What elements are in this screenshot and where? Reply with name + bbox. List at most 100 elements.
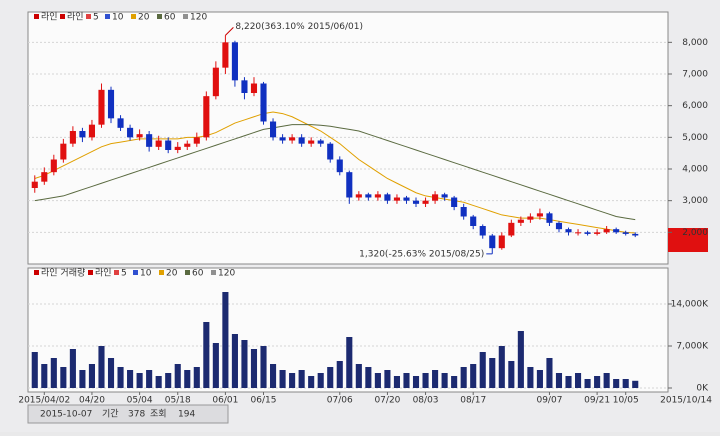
volume-bar <box>479 352 486 388</box>
candle-body <box>451 197 458 207</box>
volume-bar <box>393 376 401 388</box>
volume-bar <box>460 367 467 388</box>
max-annotation: 8,220(363.10% 2015/06/01) <box>235 22 363 32</box>
candle-body <box>308 140 315 144</box>
legend-swatch <box>183 14 188 19</box>
volume-bar <box>260 346 267 388</box>
candle-body <box>327 143 334 160</box>
candle-body <box>241 80 248 93</box>
candle-body <box>222 42 229 68</box>
candle-body <box>574 232 582 234</box>
x-tick-label: 09/07 <box>536 396 562 406</box>
legend-label: 10 <box>112 13 124 23</box>
candle-body <box>374 194 381 198</box>
candle-body <box>432 194 439 201</box>
toolbar-count[interactable]: 378 <box>128 410 145 420</box>
volume-bar <box>193 367 200 388</box>
candle-body <box>346 172 353 198</box>
candle-body <box>98 89 105 125</box>
legend-label: 120 <box>218 269 235 279</box>
x-tick-label: 10/05 <box>613 396 639 406</box>
volume-bar <box>203 322 210 388</box>
candle-body <box>403 197 410 201</box>
candle-body <box>298 137 305 144</box>
volume-bar <box>289 373 296 388</box>
volume-bar <box>117 367 124 388</box>
legend-swatch <box>185 270 190 275</box>
candle-body <box>460 207 467 217</box>
candle-body <box>269 121 277 138</box>
volume-bar <box>536 370 543 388</box>
volume-bar <box>98 346 105 388</box>
volume-bar <box>365 367 372 388</box>
volume-bar <box>432 370 439 388</box>
candle-body <box>260 83 267 122</box>
volume-bar <box>146 370 153 388</box>
legend-swatch <box>114 270 119 275</box>
toolbar-date[interactable]: 2015-10-07 <box>40 410 92 420</box>
candle-body <box>384 194 391 201</box>
x-tick-label: 05/04 <box>127 396 153 406</box>
candle-body <box>536 213 543 217</box>
volume-bar <box>346 337 353 388</box>
volume-bar <box>136 373 143 388</box>
volume-bar <box>527 367 534 388</box>
volume-bar <box>384 370 391 388</box>
legend-swatch <box>105 14 110 19</box>
volume-bar <box>632 380 639 388</box>
x-tick-label: 07/20 <box>374 396 400 406</box>
legend-label: 라인 거래량 <box>41 267 85 279</box>
candle-body <box>79 131 86 138</box>
volume-bar <box>212 343 219 388</box>
y-tick-label: 3,000 <box>682 196 708 206</box>
volume-bar <box>279 370 286 388</box>
price-panel <box>27 11 669 265</box>
candle-body <box>632 233 639 236</box>
legend-swatch <box>159 270 164 275</box>
toolbar-period[interactable]: 기간 <box>102 409 119 420</box>
candle-body <box>127 127 134 138</box>
candle-body <box>212 67 219 97</box>
volume-bar <box>355 364 362 388</box>
volume-bar <box>374 373 381 388</box>
candle-body <box>470 216 477 226</box>
legend-label: 120 <box>190 13 207 23</box>
volume-bar <box>603 373 610 388</box>
volume-bar <box>241 340 248 388</box>
candle-body <box>603 229 610 233</box>
legend-label: 60 <box>164 13 176 23</box>
legend-swatch <box>133 270 138 275</box>
volume-bar <box>508 361 515 388</box>
y-tick-label: 7,000K <box>676 342 709 352</box>
candle-body <box>422 200 429 204</box>
y-tick-label: 14,000K <box>671 300 709 310</box>
volume-bar <box>594 376 601 388</box>
volume-bar <box>107 358 115 388</box>
toolbar-number[interactable]: 194 <box>178 410 195 420</box>
y-tick-label: 5,000 <box>682 133 708 143</box>
x-tick-label: 05/18 <box>165 396 191 406</box>
volume-bar <box>231 334 238 388</box>
candle-body <box>613 229 620 233</box>
volume-bar <box>184 370 191 388</box>
volume-bar <box>489 358 496 388</box>
volume-bar <box>412 376 420 388</box>
toolbar-query[interactable]: 조회 <box>150 409 167 420</box>
volume-bar <box>613 379 620 388</box>
legend-swatch <box>131 14 136 19</box>
volume-bar <box>584 379 591 388</box>
candle-body <box>203 96 210 138</box>
volume-bar <box>222 292 229 388</box>
candle-body <box>508 222 515 236</box>
legend-label: 20 <box>166 269 178 279</box>
legend-label: 60 <box>192 269 204 279</box>
x-end-label: 2015/10/14 <box>660 396 712 406</box>
candle-body <box>60 143 67 160</box>
candle-body <box>584 232 591 234</box>
x-tick-label: 09/21 <box>584 396 610 406</box>
candle-body <box>594 232 601 234</box>
x-tick-label: 06/15 <box>251 396 277 406</box>
volume-bar <box>50 358 57 388</box>
volume-bar <box>555 373 563 388</box>
